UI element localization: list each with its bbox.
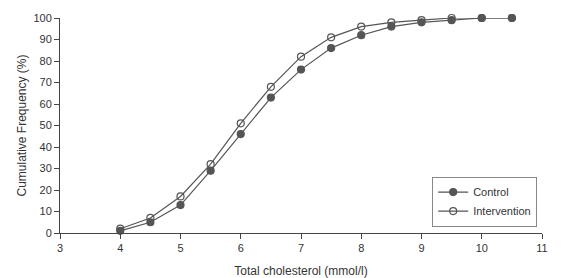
svg-text:3: 3	[57, 242, 63, 254]
svg-text:Control: Control	[473, 186, 508, 198]
svg-text:Cumulative Frequency (%): Cumulative Frequency (%)	[15, 54, 29, 196]
svg-text:80: 80	[40, 55, 52, 67]
svg-text:4: 4	[117, 242, 123, 254]
svg-text:30: 30	[40, 162, 52, 174]
svg-text:11: 11	[536, 242, 547, 254]
svg-text:50: 50	[40, 119, 52, 131]
svg-text:60: 60	[40, 98, 52, 110]
svg-text:10: 10	[476, 242, 488, 254]
svg-text:6: 6	[238, 242, 244, 254]
svg-text:Intervention: Intervention	[473, 205, 530, 217]
svg-text:10: 10	[40, 205, 52, 217]
svg-text:7: 7	[298, 242, 304, 254]
svg-text:8: 8	[358, 242, 364, 254]
svg-text:20: 20	[40, 184, 52, 196]
svg-text:40: 40	[40, 141, 52, 153]
svg-text:100: 100	[33, 12, 51, 24]
svg-text:Total cholesterol (mmol/l): Total cholesterol (mmol/l)	[234, 264, 367, 278]
svg-text:90: 90	[40, 33, 52, 45]
svg-text:0: 0	[46, 227, 52, 239]
svg-text:5: 5	[177, 242, 183, 254]
svg-text:70: 70	[40, 76, 52, 88]
svg-text:9: 9	[418, 242, 424, 254]
